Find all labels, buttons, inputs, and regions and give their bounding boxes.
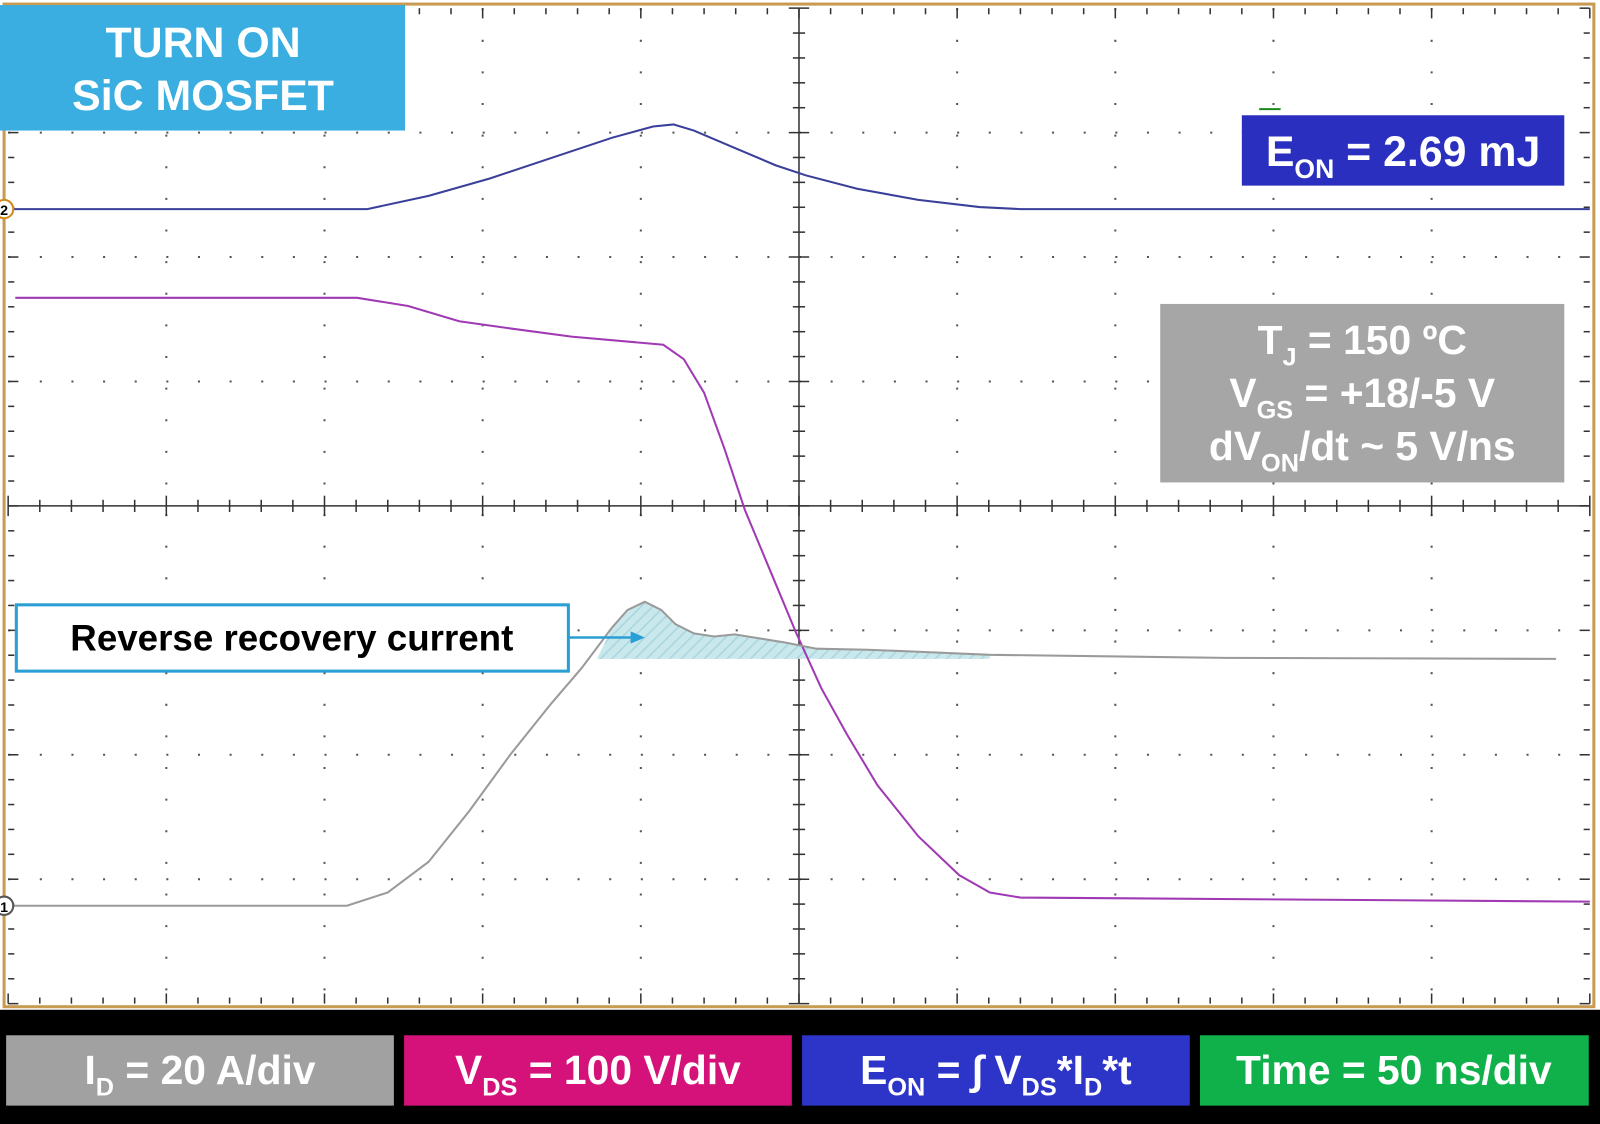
condition-line: dVON/dt ~ 5 V/ns bbox=[1209, 423, 1516, 477]
subscript: D bbox=[1084, 1074, 1102, 1102]
energy-box bbox=[1241, 115, 1565, 186]
text-segment: Time = 50 ns/div bbox=[1236, 1047, 1552, 1093]
legend-box bbox=[1200, 1035, 1589, 1106]
text-segment: *I bbox=[1057, 1047, 1084, 1093]
text-segment: I bbox=[84, 1047, 95, 1093]
legend-label: ID = 20 A/div bbox=[84, 1047, 315, 1101]
subscript: DS bbox=[482, 1074, 517, 1102]
subscript: ON bbox=[887, 1074, 925, 1102]
graticule bbox=[7, 7, 1591, 1005]
reverse-recovery-area bbox=[596, 601, 990, 659]
text-segment: E bbox=[860, 1047, 887, 1093]
text-segment: = ∫ V bbox=[925, 1047, 1021, 1094]
text-segment: = 100 V/div bbox=[517, 1047, 741, 1093]
text-segment: = 2.69 mJ bbox=[1334, 128, 1540, 176]
annotation-text: Reverse recovery current bbox=[70, 618, 513, 659]
text-segment: V bbox=[1229, 370, 1256, 416]
subscript: D bbox=[96, 1074, 114, 1102]
text-segment: E bbox=[1266, 128, 1295, 176]
channel-marker bbox=[0, 198, 15, 220]
channel-marker bbox=[0, 895, 15, 916]
id-trace bbox=[10, 600, 1557, 907]
subscript: DS bbox=[1022, 1074, 1057, 1102]
legend-box bbox=[6, 1035, 394, 1106]
channel-marker-label: 1 bbox=[0, 900, 8, 916]
vds-trace bbox=[15, 296, 1590, 903]
conditions-box bbox=[1160, 303, 1565, 483]
subscript: ON bbox=[1294, 154, 1334, 184]
annotation-box bbox=[14, 603, 570, 673]
legend-label: Time = 50 ns/div bbox=[1236, 1047, 1552, 1093]
condition-line: VGS = +18/-5 V bbox=[1229, 370, 1495, 424]
text-segment: dV bbox=[1209, 423, 1261, 469]
legend-label: EON = ∫ VDS*ID*t bbox=[860, 1047, 1132, 1101]
legend-label: VDS = 100 V/div bbox=[455, 1047, 741, 1101]
text-segment: /dt ~ 5 V/ns bbox=[1299, 423, 1516, 469]
legend-box bbox=[404, 1035, 792, 1106]
condition-line: TJ = 150 ºC bbox=[1258, 317, 1467, 371]
subscript: ON bbox=[1261, 449, 1299, 477]
subscript: GS bbox=[1257, 396, 1294, 424]
annotation-arrowhead bbox=[630, 631, 645, 644]
subscript: J bbox=[1283, 343, 1297, 371]
energy-trace bbox=[10, 123, 1590, 211]
text-segment: V bbox=[455, 1047, 482, 1093]
text-segment: *t bbox=[1102, 1047, 1132, 1093]
text-segment: = 150 ºC bbox=[1297, 317, 1467, 363]
legend-box bbox=[802, 1035, 1190, 1106]
text-segment: = 20 A/div bbox=[114, 1047, 316, 1093]
channel-marker-label: 2 bbox=[0, 203, 8, 219]
title-box bbox=[0, 5, 406, 131]
title-line: SiC MOSFET bbox=[72, 72, 334, 120]
energy-result: EON = 2.69 mJ bbox=[1266, 128, 1540, 184]
text-segment: = +18/-5 V bbox=[1293, 370, 1495, 416]
text-segment: T bbox=[1258, 317, 1283, 363]
title-line: TURN ON bbox=[105, 19, 300, 67]
plot-border bbox=[2, 2, 1596, 1009]
